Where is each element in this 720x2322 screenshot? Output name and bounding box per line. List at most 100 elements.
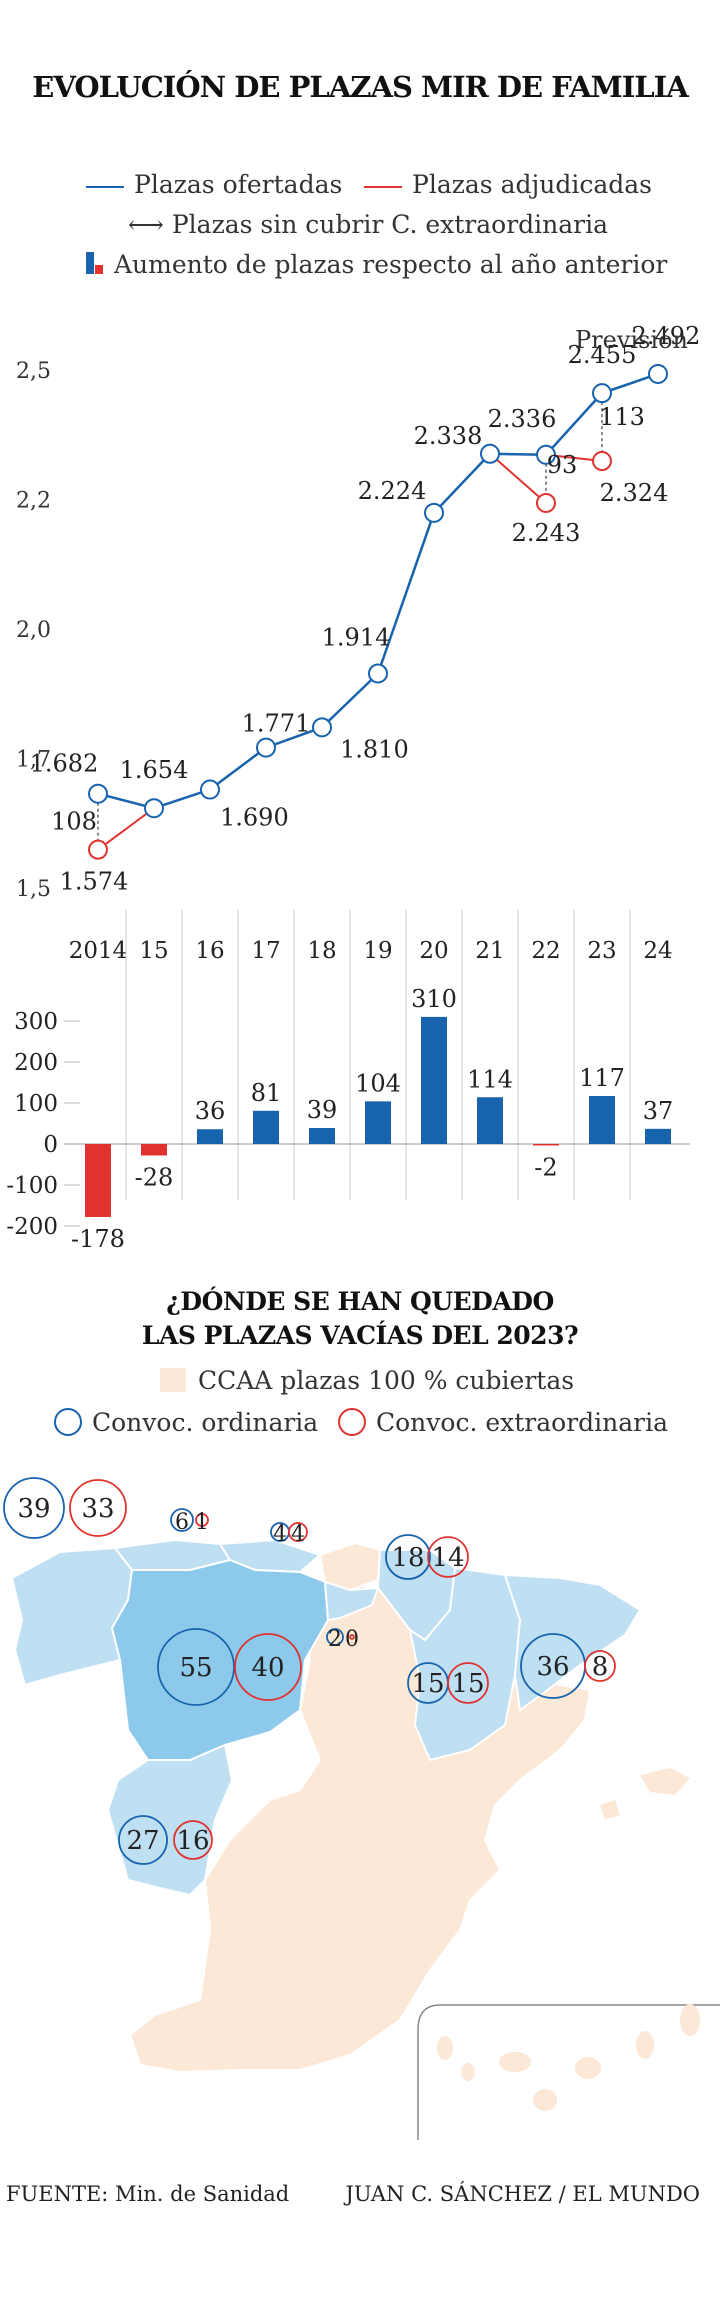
year-label: 18 bbox=[307, 938, 336, 964]
bar bbox=[253, 1110, 279, 1144]
line-red-icon bbox=[364, 185, 402, 188]
extraordinaria-value: 0 bbox=[345, 1627, 359, 1652]
region-baleares-2 bbox=[600, 1800, 620, 1820]
gap-value-label: 93 bbox=[547, 451, 578, 479]
bar bbox=[477, 1097, 503, 1144]
region-canarias-5 bbox=[575, 2057, 601, 2079]
bar-value-label: 81 bbox=[251, 1079, 282, 1107]
ofertadas-value-label: 1.771 bbox=[242, 710, 311, 738]
bar-value-label: -2 bbox=[534, 1154, 557, 1182]
extraordinaria-value: 40 bbox=[251, 1653, 284, 1683]
legend-map-extraordinaria-label: Convoc. extraordinaria bbox=[376, 1408, 669, 1437]
region-canarias-3 bbox=[499, 2052, 531, 2072]
gap-value-label: 113 bbox=[599, 403, 645, 431]
ofertadas-point bbox=[480, 443, 500, 464]
ofertadas-value-label: 2.455 bbox=[568, 341, 637, 369]
legend-map-extraordinaria: Convoc. extraordinaria bbox=[338, 1408, 668, 1437]
ordinaria-value: 27 bbox=[126, 1826, 159, 1856]
year-label: 19 bbox=[363, 938, 392, 964]
extraordinaria-value: 33 bbox=[81, 1494, 114, 1524]
year-label: 15 bbox=[139, 938, 168, 964]
bar bbox=[85, 1144, 111, 1217]
ofertadas-value-label: 2.338 bbox=[414, 422, 483, 450]
bar bbox=[197, 1129, 223, 1144]
gap-value-label: 108 bbox=[51, 808, 97, 836]
extraordinaria-value: 1 bbox=[195, 1510, 209, 1535]
adjudicadas-point bbox=[592, 451, 612, 472]
bar-ytick-label: -100 bbox=[6, 1173, 58, 1199]
extraordinaria-bubble bbox=[195, 1513, 209, 1527]
chart-title: EVOLUCIÓN DE PLAZAS MIR DE FAMILIA bbox=[32, 70, 688, 104]
adjudicadas-point bbox=[536, 492, 556, 513]
adjudicadas-value-label: 1.574 bbox=[60, 868, 129, 896]
bar-value-label: 310 bbox=[411, 985, 457, 1013]
ordinaria-bubble bbox=[326, 1628, 344, 1646]
legend-adjudicadas: Plazas adjudicadas bbox=[364, 170, 652, 199]
ofertadas-value-label: 2.336 bbox=[488, 405, 557, 433]
map-title-line2: LAS PLAZAS VACÍAS DEL 2023? bbox=[141, 1321, 579, 1350]
line-ytick-label: 2,0 bbox=[16, 618, 51, 643]
ofertadas-point bbox=[368, 663, 388, 684]
ofertadas-point bbox=[536, 444, 556, 465]
ofertadas-point bbox=[648, 363, 668, 384]
bar-value-label: 114 bbox=[467, 1065, 513, 1093]
line-ytick-label: 1,7 bbox=[16, 747, 51, 772]
bar-value-label: 104 bbox=[355, 1069, 401, 1097]
ofertadas-value-label: 1.654 bbox=[120, 756, 189, 784]
extraordinaria-bubble bbox=[584, 1650, 616, 1682]
legend-ofertadas: Plazas ofertadas bbox=[86, 170, 342, 199]
extraordinaria-value: 16 bbox=[176, 1826, 209, 1856]
region-canarias-1 bbox=[437, 2036, 453, 2060]
extraordinaria-bubble bbox=[234, 1633, 302, 1701]
map-title: ¿DÓNDE SE HAN QUEDADO LAS PLAZAS VACÍAS … bbox=[0, 1285, 720, 1353]
region-canarias-7 bbox=[680, 2004, 700, 2036]
extraordinaria-bubble bbox=[427, 1536, 469, 1578]
legend-map-ordinaria: Convoc. ordinaria bbox=[54, 1408, 318, 1437]
year-label: 21 bbox=[475, 938, 504, 964]
ordinaria-value: 15 bbox=[411, 1669, 444, 1699]
ordinaria-bubble bbox=[170, 1508, 194, 1532]
full-swatch-icon bbox=[160, 1368, 186, 1392]
prevision-annotation: Previsión bbox=[575, 326, 688, 354]
bar bbox=[421, 1016, 447, 1144]
year-label: 22 bbox=[531, 938, 560, 964]
ofertadas-point bbox=[88, 783, 108, 804]
extraordinaria-value: 4 bbox=[291, 1522, 305, 1547]
ofertadas-value-label: 1.810 bbox=[340, 735, 409, 763]
ofertadas-point bbox=[592, 383, 612, 404]
extraordinaria-value: 8 bbox=[592, 1652, 609, 1682]
adjudicadas-value-label: 2.324 bbox=[600, 479, 669, 507]
credit-text: JUAN C. SÁNCHEZ / EL MUNDO bbox=[345, 2182, 700, 2206]
region-cataluna bbox=[503, 1573, 642, 1712]
region-canarias-2 bbox=[461, 2063, 475, 2081]
extraordinaria-bubble bbox=[349, 1634, 355, 1640]
bar bbox=[645, 1128, 671, 1144]
legend-aumento: Aumento de plazas respecto al año anteri… bbox=[86, 250, 667, 279]
bar-ytick-label: 0 bbox=[43, 1132, 58, 1158]
canarias-inset-frame bbox=[417, 2004, 720, 2140]
bar-ytick-label: -200 bbox=[6, 1214, 58, 1240]
circle-blue-icon bbox=[54, 1408, 82, 1436]
region-canarias-6 bbox=[636, 2031, 654, 2059]
ordinaria-bubble bbox=[157, 1628, 235, 1706]
bar-value-label: 37 bbox=[643, 1097, 674, 1125]
bar bbox=[141, 1144, 167, 1156]
adjudicadas-segment bbox=[489, 453, 547, 504]
ordinaria-value: 36 bbox=[536, 1652, 569, 1682]
extraordinaria-bubble bbox=[447, 1662, 489, 1704]
ofertadas-value-label: 1.914 bbox=[322, 623, 391, 651]
region-canarias-4 bbox=[533, 2089, 557, 2111]
ordinaria-value: 39 bbox=[17, 1494, 50, 1524]
bar bbox=[365, 1101, 391, 1144]
legend-ofertadas-label: Plazas ofertadas bbox=[134, 170, 343, 199]
year-label: 20 bbox=[419, 938, 448, 964]
legend-adjudicadas-label: Plazas adjudicadas bbox=[412, 170, 652, 199]
bar-value-label: 117 bbox=[579, 1064, 625, 1092]
adjudicadas-segment bbox=[97, 807, 155, 851]
ofertadas-point bbox=[200, 779, 220, 800]
bar-ytick-label: 200 bbox=[14, 1050, 58, 1076]
circle-red-icon bbox=[338, 1408, 366, 1436]
ofertadas-point bbox=[312, 717, 332, 738]
ordinaria-bubble bbox=[118, 1815, 168, 1865]
bar bbox=[309, 1128, 335, 1144]
